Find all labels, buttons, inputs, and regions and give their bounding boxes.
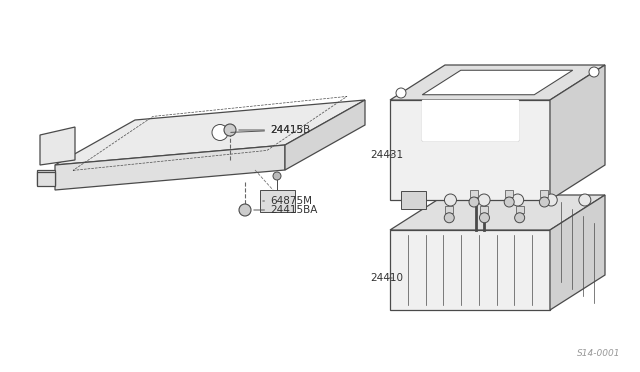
Polygon shape — [516, 206, 524, 213]
Polygon shape — [401, 191, 426, 209]
Polygon shape — [37, 170, 55, 185]
Circle shape — [224, 124, 236, 136]
Polygon shape — [55, 100, 365, 165]
Circle shape — [478, 194, 490, 206]
Polygon shape — [422, 70, 573, 95]
Text: 24410: 24410 — [370, 273, 403, 283]
Polygon shape — [55, 145, 285, 190]
Circle shape — [396, 88, 406, 98]
Text: 24415B: 24415B — [239, 125, 310, 135]
Polygon shape — [422, 100, 518, 140]
Polygon shape — [481, 206, 488, 213]
Polygon shape — [390, 100, 550, 200]
Polygon shape — [540, 190, 548, 197]
Circle shape — [540, 197, 549, 207]
Polygon shape — [390, 230, 550, 310]
Text: 24431: 24431 — [370, 150, 403, 160]
Circle shape — [515, 213, 525, 223]
Circle shape — [511, 194, 524, 206]
Polygon shape — [390, 65, 605, 100]
Polygon shape — [470, 190, 478, 197]
Polygon shape — [260, 190, 295, 212]
Polygon shape — [505, 190, 513, 197]
Text: S14-0001: S14-0001 — [577, 349, 620, 358]
Circle shape — [469, 197, 479, 207]
Circle shape — [479, 213, 490, 223]
Polygon shape — [550, 65, 605, 200]
Circle shape — [212, 125, 228, 141]
Circle shape — [239, 204, 251, 216]
Circle shape — [444, 194, 456, 206]
Polygon shape — [40, 127, 75, 165]
Text: 24415BA: 24415BA — [254, 205, 317, 215]
Polygon shape — [550, 195, 605, 310]
Circle shape — [579, 194, 591, 206]
Circle shape — [273, 172, 281, 180]
Circle shape — [589, 67, 599, 77]
Circle shape — [504, 197, 514, 207]
Polygon shape — [285, 100, 365, 170]
Circle shape — [545, 194, 557, 206]
Polygon shape — [390, 195, 605, 230]
Text: 24415: 24415 — [231, 125, 303, 135]
Circle shape — [444, 213, 454, 223]
Polygon shape — [445, 206, 453, 213]
Text: 64875M: 64875M — [263, 196, 312, 206]
Polygon shape — [37, 172, 55, 186]
